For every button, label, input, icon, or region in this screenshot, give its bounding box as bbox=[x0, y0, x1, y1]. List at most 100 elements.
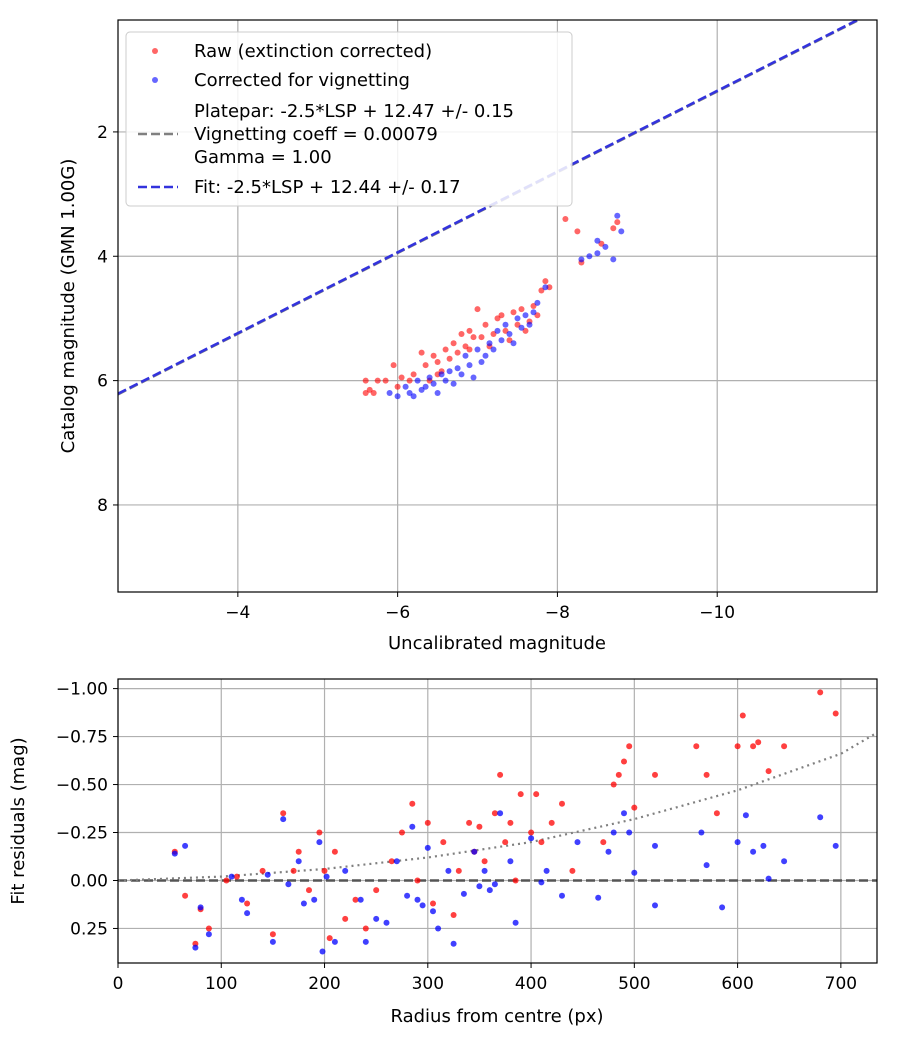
legend-label-corrected: Corrected for vignetting bbox=[194, 70, 410, 91]
data-point bbox=[430, 908, 436, 915]
data-point bbox=[518, 324, 525, 331]
y-tick-label: 4 bbox=[97, 247, 108, 267]
data-point bbox=[410, 393, 417, 400]
y-tick-label: 2 bbox=[97, 123, 108, 143]
data-point bbox=[422, 362, 429, 369]
data-point bbox=[424, 844, 431, 851]
data-point bbox=[430, 900, 436, 907]
bottom-points bbox=[171, 689, 839, 955]
data-point bbox=[470, 374, 477, 381]
data-point bbox=[321, 867, 328, 874]
data-point bbox=[528, 829, 535, 836]
data-point bbox=[510, 309, 517, 316]
data-point bbox=[626, 829, 633, 836]
data-point bbox=[734, 839, 741, 846]
bottom-x-ticks: 0 100 200 300 400 500 600 700 bbox=[113, 963, 857, 994]
data-point bbox=[458, 371, 465, 378]
data-point bbox=[594, 250, 601, 257]
data-point bbox=[610, 225, 617, 232]
x-tick-label: −10 bbox=[699, 603, 735, 623]
legend-marker-corrected bbox=[152, 77, 158, 83]
data-point bbox=[498, 337, 505, 344]
data-point bbox=[326, 935, 333, 942]
top-y-axis-label: Catalog magnitude (GMN 1.00G) bbox=[58, 159, 79, 454]
x-tick-label: 600 bbox=[721, 974, 753, 994]
data-point bbox=[481, 858, 488, 865]
data-point bbox=[703, 862, 710, 869]
data-point bbox=[434, 359, 441, 365]
data-point bbox=[399, 829, 405, 836]
bottom-plot-area bbox=[118, 679, 877, 963]
bottom-y-ticks: 0.25 0.00 −0.25 −0.50 −0.75 −1.00 bbox=[56, 680, 118, 939]
data-point bbox=[410, 371, 417, 378]
data-point bbox=[406, 377, 413, 384]
data-point bbox=[440, 839, 447, 846]
data-point bbox=[734, 743, 741, 750]
data-point bbox=[280, 810, 287, 817]
data-point bbox=[474, 346, 481, 353]
data-point bbox=[507, 858, 514, 865]
data-point bbox=[760, 842, 767, 849]
data-point bbox=[450, 380, 457, 387]
data-point bbox=[569, 867, 576, 874]
data-point bbox=[476, 883, 483, 890]
data-point bbox=[244, 910, 251, 917]
data-point bbox=[233, 873, 240, 880]
data-point bbox=[491, 881, 498, 888]
data-point bbox=[512, 877, 519, 884]
data-point bbox=[435, 925, 442, 932]
data-point bbox=[290, 867, 297, 874]
data-point bbox=[370, 390, 377, 396]
data-point bbox=[614, 219, 621, 226]
data-point bbox=[373, 887, 380, 894]
data-point bbox=[626, 743, 633, 750]
bottom-lines bbox=[118, 731, 877, 882]
data-point bbox=[578, 256, 585, 263]
data-point bbox=[331, 938, 338, 945]
data-point bbox=[559, 892, 565, 899]
data-point bbox=[559, 800, 565, 807]
data-point bbox=[602, 243, 609, 250]
data-point bbox=[382, 377, 389, 384]
data-point bbox=[698, 829, 705, 836]
data-point bbox=[450, 912, 457, 918]
data-point bbox=[481, 867, 488, 874]
data-point bbox=[693, 743, 700, 750]
data-point bbox=[406, 390, 413, 396]
data-point bbox=[631, 804, 638, 811]
data-point bbox=[538, 839, 545, 846]
data-point bbox=[703, 771, 710, 778]
data-point bbox=[430, 352, 437, 359]
y-tick-label: 0.25 bbox=[70, 919, 108, 939]
data-point bbox=[424, 819, 431, 826]
data-point bbox=[530, 309, 537, 316]
data-point bbox=[517, 791, 524, 798]
data-point bbox=[512, 919, 519, 926]
data-point bbox=[522, 312, 529, 319]
x-tick-label: 200 bbox=[308, 974, 340, 994]
data-point bbox=[466, 327, 473, 334]
data-point bbox=[394, 383, 401, 390]
data-point bbox=[832, 710, 839, 717]
data-point bbox=[446, 368, 453, 375]
data-point bbox=[280, 816, 287, 823]
x-tick-label: 500 bbox=[618, 974, 650, 994]
legend-label-gamma: Gamma = 1.00 bbox=[194, 147, 332, 168]
data-point bbox=[442, 377, 449, 384]
legend-label-platepar: Platepar: -2.5*LSP + 12.47 +/- 0.15 bbox=[194, 101, 514, 122]
data-point bbox=[528, 835, 535, 842]
data-point bbox=[319, 948, 326, 955]
data-point bbox=[445, 867, 452, 874]
data-point bbox=[383, 919, 390, 926]
data-point bbox=[466, 362, 473, 369]
data-point bbox=[482, 321, 489, 328]
data-point bbox=[739, 712, 746, 719]
data-point bbox=[610, 829, 617, 836]
data-point bbox=[462, 352, 469, 359]
data-point bbox=[192, 944, 199, 951]
data-point bbox=[610, 781, 617, 788]
data-point bbox=[388, 858, 395, 865]
data-point bbox=[414, 896, 421, 903]
data-point bbox=[614, 212, 621, 219]
data-point bbox=[719, 904, 726, 911]
